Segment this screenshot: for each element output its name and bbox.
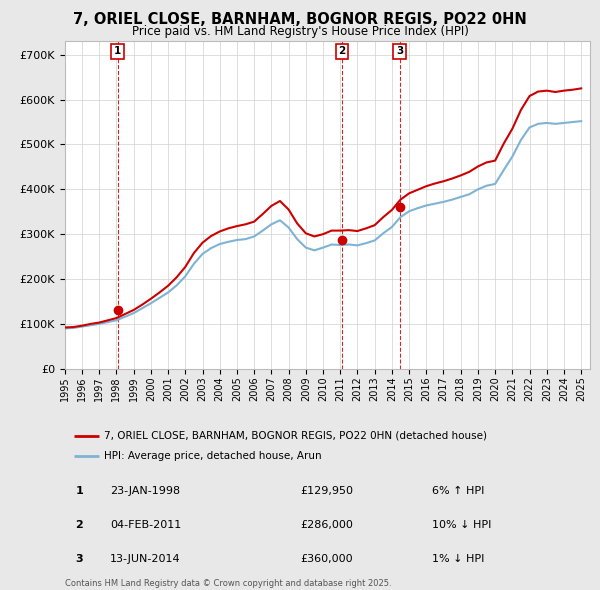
Text: 7, ORIEL CLOSE, BARNHAM, BOGNOR REGIS, PO22 0HN (detached house): 7, ORIEL CLOSE, BARNHAM, BOGNOR REGIS, P… [104,431,487,441]
Text: 1% ↓ HPI: 1% ↓ HPI [432,555,484,564]
Text: 1: 1 [76,486,83,496]
Text: 04-FEB-2011: 04-FEB-2011 [110,520,181,530]
Text: Price paid vs. HM Land Registry's House Price Index (HPI): Price paid vs. HM Land Registry's House … [131,25,469,38]
Text: 2: 2 [76,520,83,530]
Text: 7, ORIEL CLOSE, BARNHAM, BOGNOR REGIS, PO22 0HN: 7, ORIEL CLOSE, BARNHAM, BOGNOR REGIS, P… [73,12,527,27]
Text: 13-JUN-2014: 13-JUN-2014 [110,555,181,564]
Text: 2: 2 [338,46,346,56]
Text: £129,950: £129,950 [300,486,353,496]
Text: Contains HM Land Registry data © Crown copyright and database right 2025.
This d: Contains HM Land Registry data © Crown c… [65,579,391,590]
Text: 3: 3 [396,46,403,56]
Text: HPI: Average price, detached house, Arun: HPI: Average price, detached house, Arun [104,451,322,461]
Text: 10% ↓ HPI: 10% ↓ HPI [432,520,491,530]
Text: 3: 3 [76,555,83,564]
Text: 1: 1 [114,46,121,56]
Text: £286,000: £286,000 [300,520,353,530]
Text: 6% ↑ HPI: 6% ↑ HPI [432,486,484,496]
Text: 23-JAN-1998: 23-JAN-1998 [110,486,180,496]
Text: £360,000: £360,000 [300,555,353,564]
